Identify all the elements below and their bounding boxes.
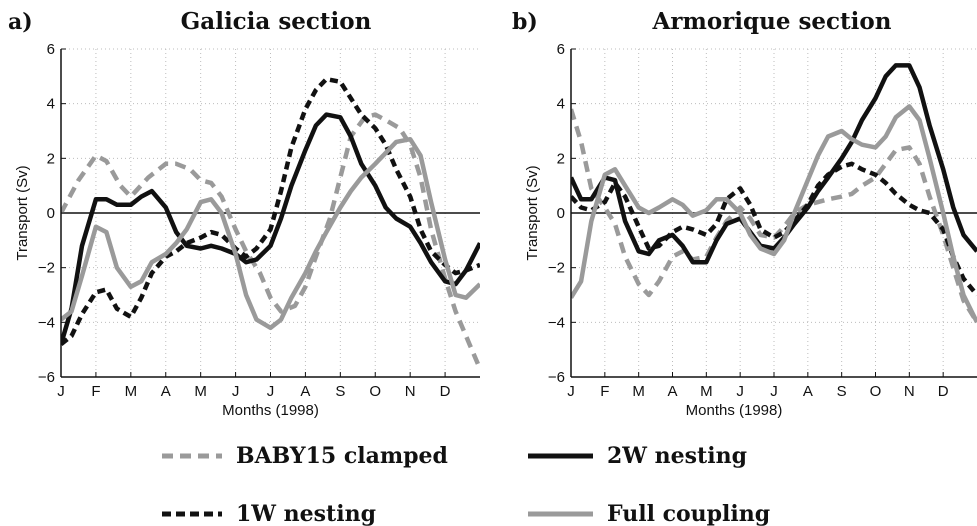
panel-title: Galicia section — [181, 8, 372, 35]
panel-title: Armorique section — [652, 8, 892, 35]
legend-label-full-coupling: Full coupling — [607, 501, 770, 526]
legend: BABY15 clamped 2W nesting 1W nesting Ful… — [162, 443, 770, 526]
panel-letter: a) — [8, 9, 33, 35]
y-tick-label: −6 — [548, 369, 565, 386]
y-axis-label: Transport (Sv) — [524, 165, 541, 260]
y-tick-label: 6 — [557, 41, 565, 58]
y-tick-label: −2 — [38, 260, 55, 277]
series-line-full-coupling — [571, 104, 977, 324]
series-line-2w-nesting — [61, 112, 480, 345]
y-tick-label: 2 — [47, 150, 55, 167]
x-tick-label: M — [125, 383, 138, 400]
x-tick-label: O — [870, 383, 882, 400]
legend-entry-1w-nesting: 1W nesting — [162, 501, 376, 526]
legend-label-2w-nesting: 2W nesting — [607, 443, 747, 469]
legend-label-1w-nesting: 1W nesting — [236, 501, 376, 526]
panel-letter: b) — [512, 9, 538, 35]
x-tick-label: J — [567, 383, 575, 400]
x-tick-label: A — [803, 383, 813, 400]
x-tick-label: J — [267, 383, 275, 400]
legend-entry-2w-nesting: 2W nesting — [528, 443, 747, 469]
y-tick-label: −2 — [548, 260, 565, 277]
x-tick-label: J — [770, 383, 778, 400]
series-group — [571, 63, 977, 324]
y-tick-label: 6 — [47, 41, 55, 58]
x-tick-label: J — [736, 383, 744, 400]
x-tick-label: M — [194, 383, 207, 400]
series-line-full-coupling — [61, 136, 480, 331]
x-tick-label: J — [232, 383, 240, 400]
series-line-1w-nesting — [61, 76, 480, 346]
series-line-2w-nesting — [571, 63, 977, 265]
x-tick-label: M — [700, 383, 713, 400]
x-tick-label: F — [91, 383, 100, 400]
series-group — [61, 76, 480, 370]
x-tick-label: A — [161, 383, 171, 400]
y-tick-label: −4 — [548, 314, 565, 331]
x-tick-label: D — [440, 383, 451, 400]
x-tick-label: N — [405, 383, 416, 400]
panel-galicia: J F M A M J J A S O N D −6 −4 −2 0 2 4 6 Months (1998) Trans… — [8, 8, 480, 419]
series-line-baby15-clamped — [571, 108, 977, 324]
panel-armorique: J F M A M J J A S O N D −6 −4 −2 0 2 4 6 Months (1998) Trans… — [512, 8, 977, 419]
x-tick-label: S — [837, 383, 847, 400]
legend-entry-full-coupling: Full coupling — [528, 501, 770, 526]
x-tick-label: S — [335, 383, 345, 400]
x-tick-label: A — [300, 383, 310, 400]
y-tick-label: 2 — [557, 150, 565, 167]
series-line-baby15-clamped — [61, 112, 480, 370]
legend-entry-baby15-clamped: BABY15 clamped — [162, 443, 448, 469]
x-tick-label: D — [938, 383, 949, 400]
x-axis-label: Months (1998) — [222, 402, 319, 419]
y-tick-label: −4 — [38, 314, 55, 331]
y-axis-label: Transport (Sv) — [14, 165, 31, 260]
x-axis-label: Months (1998) — [686, 402, 783, 419]
y-tick-label: 4 — [557, 96, 565, 113]
x-tick-label: M — [632, 383, 645, 400]
y-tick-label: −6 — [38, 369, 55, 386]
x-tick-label: F — [600, 383, 609, 400]
y-tick-label: 0 — [47, 205, 55, 222]
x-tick-label: J — [57, 383, 65, 400]
x-tick-label: O — [369, 383, 381, 400]
legend-label-baby15-clamped: BABY15 clamped — [236, 443, 448, 469]
x-tick-label: A — [667, 383, 677, 400]
x-tick-label: N — [904, 383, 915, 400]
y-tick-label: 4 — [47, 96, 55, 113]
y-tick-label: 0 — [557, 205, 565, 222]
